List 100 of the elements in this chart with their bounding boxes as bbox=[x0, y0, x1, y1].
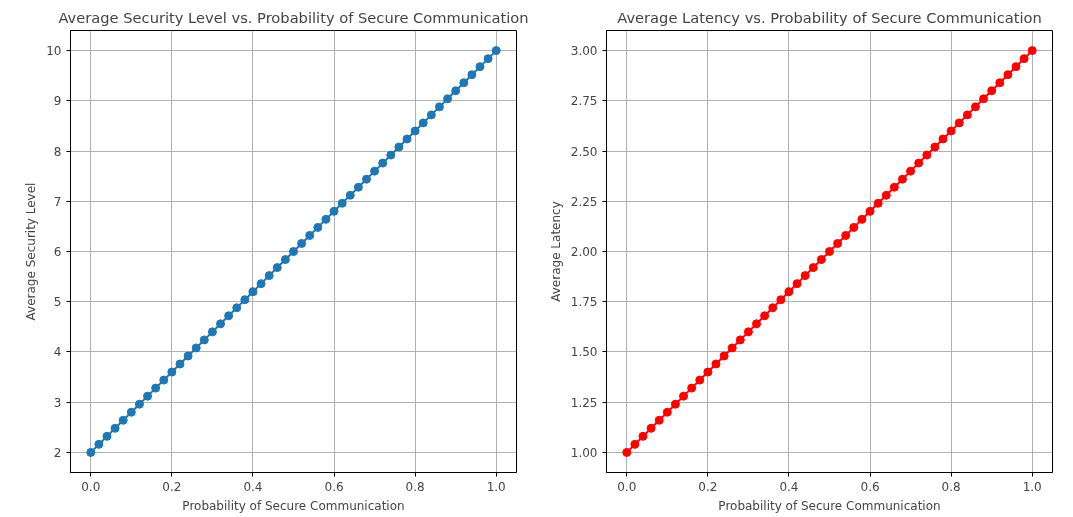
point bbox=[329, 206, 339, 216]
point bbox=[995, 78, 1005, 88]
point bbox=[280, 255, 290, 265]
point bbox=[670, 399, 680, 409]
x-tick-label: 1.0 bbox=[1022, 479, 1042, 494]
point bbox=[467, 70, 477, 80]
point bbox=[272, 263, 282, 273]
point bbox=[159, 375, 169, 385]
point bbox=[695, 375, 705, 385]
point bbox=[897, 174, 907, 184]
point bbox=[110, 423, 120, 433]
point bbox=[792, 279, 802, 289]
point bbox=[183, 351, 193, 361]
x-tick-label: 0.4 bbox=[243, 479, 263, 494]
x-axis-title: Probability of Secure Communication bbox=[718, 498, 941, 513]
point bbox=[752, 319, 762, 329]
y-tick-label: 6 bbox=[53, 245, 62, 259]
chart-title: Average Latency vs. Probability of Secure Communication bbox=[617, 8, 1042, 26]
point bbox=[378, 158, 388, 168]
x-axis-title: Probability of Secure Communication bbox=[182, 498, 405, 513]
point bbox=[857, 214, 867, 224]
y-tick-label: 1.00 bbox=[570, 445, 598, 460]
x-tick-label: 0.8 bbox=[941, 479, 961, 494]
point bbox=[94, 439, 104, 449]
point bbox=[881, 190, 891, 200]
point bbox=[719, 351, 729, 361]
point bbox=[151, 383, 161, 393]
point bbox=[264, 271, 274, 281]
point bbox=[207, 327, 217, 337]
point bbox=[979, 94, 989, 104]
x-tick-label: 0.0 bbox=[617, 479, 637, 494]
point bbox=[954, 118, 964, 128]
point bbox=[361, 174, 371, 184]
point bbox=[102, 431, 112, 441]
point bbox=[987, 86, 997, 96]
point bbox=[646, 423, 656, 433]
x-tick-label: 0.0 bbox=[81, 479, 101, 494]
point bbox=[914, 158, 924, 168]
point bbox=[687, 383, 697, 393]
point bbox=[703, 367, 713, 377]
y-tick-label: 4 bbox=[53, 345, 62, 360]
point bbox=[402, 134, 412, 144]
point bbox=[370, 166, 380, 176]
point bbox=[443, 94, 453, 104]
point bbox=[654, 415, 664, 425]
point bbox=[118, 415, 128, 425]
point bbox=[491, 46, 501, 56]
point bbox=[297, 238, 307, 248]
point bbox=[889, 182, 899, 192]
point bbox=[434, 102, 444, 112]
point bbox=[386, 150, 396, 160]
point bbox=[833, 238, 843, 248]
point bbox=[394, 142, 404, 152]
point bbox=[483, 54, 493, 64]
y-axis-title: Average Latency bbox=[548, 201, 563, 302]
point bbox=[345, 190, 355, 200]
point bbox=[240, 295, 250, 305]
point bbox=[784, 287, 794, 297]
point bbox=[711, 359, 721, 369]
point bbox=[622, 447, 632, 457]
point bbox=[248, 287, 258, 297]
point bbox=[451, 86, 461, 96]
point bbox=[800, 271, 810, 281]
point bbox=[841, 230, 851, 240]
point bbox=[638, 431, 648, 441]
point bbox=[191, 343, 201, 353]
x-tick-label: 0.8 bbox=[405, 479, 425, 494]
point bbox=[808, 263, 818, 273]
point bbox=[922, 150, 932, 160]
point bbox=[776, 295, 786, 305]
x-tick-label: 0.2 bbox=[698, 479, 718, 494]
point bbox=[768, 303, 778, 313]
point bbox=[410, 126, 420, 136]
point bbox=[962, 110, 972, 120]
point bbox=[727, 343, 737, 353]
point bbox=[134, 399, 144, 409]
point bbox=[337, 198, 347, 208]
point bbox=[86, 447, 96, 457]
point bbox=[970, 102, 980, 112]
y-tick-label: 3 bbox=[53, 395, 62, 410]
point bbox=[743, 327, 753, 337]
point bbox=[126, 407, 136, 417]
point bbox=[630, 439, 640, 449]
point bbox=[313, 222, 323, 232]
x-tick-label: 0.6 bbox=[324, 479, 344, 494]
point bbox=[459, 78, 469, 88]
point bbox=[760, 311, 770, 321]
point bbox=[662, 407, 672, 417]
point bbox=[256, 279, 266, 289]
y-tick-label: 5 bbox=[53, 295, 62, 310]
x-tick-label: 0.4 bbox=[779, 479, 799, 494]
point bbox=[1027, 46, 1037, 56]
y-tick-label: 2.50 bbox=[570, 144, 598, 159]
point bbox=[873, 198, 883, 208]
point bbox=[1019, 54, 1029, 64]
y-tick-label: 2.00 bbox=[570, 245, 598, 259]
chart-title: Average Security Level vs. Probability of Secure Communication bbox=[58, 8, 529, 26]
y-tick-label: 1.75 bbox=[570, 295, 598, 310]
y-tick-label: 1.25 bbox=[570, 395, 598, 410]
point bbox=[865, 206, 875, 216]
